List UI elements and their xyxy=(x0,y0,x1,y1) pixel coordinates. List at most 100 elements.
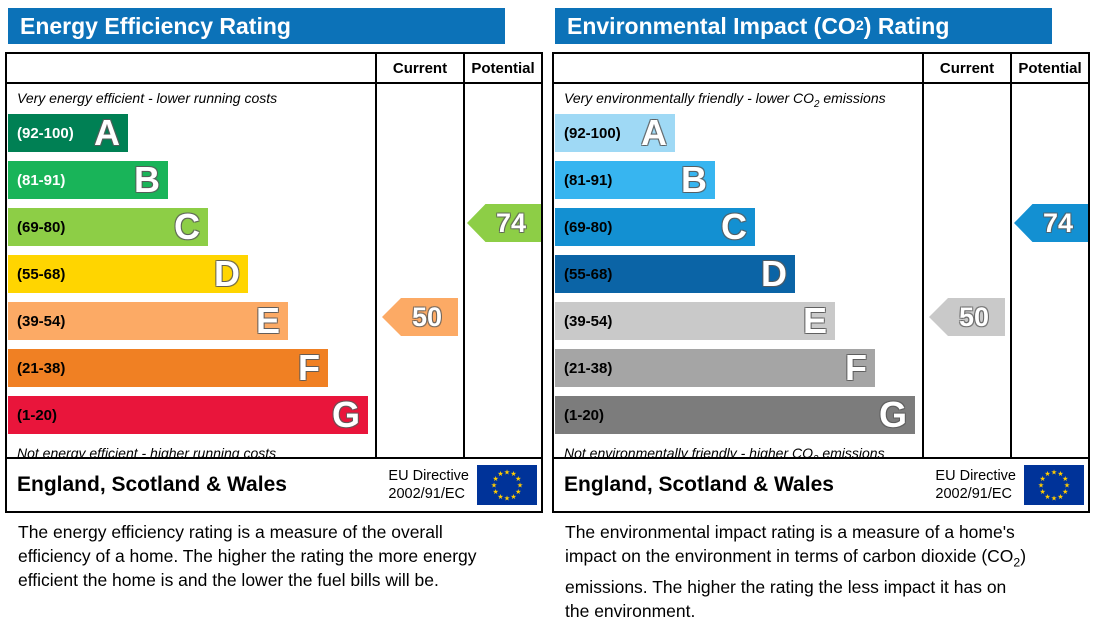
band-letter: F xyxy=(845,347,867,388)
caption-top: Very environmentally friendly - lower CO… xyxy=(555,88,922,110)
eu-directive-label: EU Directive 2002/91/EC xyxy=(388,467,469,503)
potential-value-column: 74 xyxy=(1010,84,1088,457)
svg-text:★: ★ xyxy=(1040,475,1046,483)
band-range: (1-20) xyxy=(17,406,58,424)
band-range: (21-38) xyxy=(564,359,613,377)
svg-text:★: ★ xyxy=(510,493,516,501)
band-letter: A xyxy=(94,112,120,153)
svg-text:★: ★ xyxy=(1040,488,1046,496)
svg-text:★: ★ xyxy=(1064,482,1070,490)
current-value-column: 50 xyxy=(922,84,1010,457)
bands-column: Very energy efficient - lower running co… xyxy=(7,84,375,457)
region-label: England, Scotland & Wales xyxy=(564,473,834,496)
svg-text:★: ★ xyxy=(517,482,523,490)
eu-directive-line2: 2002/91/EC xyxy=(935,486,1013,502)
svg-text:★: ★ xyxy=(1062,475,1068,483)
band-d: (55-68) D xyxy=(555,255,795,293)
caption-top-subscript: 2 xyxy=(814,98,820,110)
caption-bottom: Not energy efficient - higher running co… xyxy=(8,443,375,457)
caption-top: Very energy efficient - lower running co… xyxy=(8,88,375,110)
band-letter: F xyxy=(298,347,320,388)
band-f: (21-38) F xyxy=(555,349,875,387)
description-text: The environmental impact rating is a mea… xyxy=(565,522,1015,566)
svg-text:★: ★ xyxy=(504,469,510,477)
band-e: (39-54) E xyxy=(8,302,288,340)
band-letter: B xyxy=(134,159,160,200)
region-label: England, Scotland & Wales xyxy=(17,473,287,496)
caption-bottom-text-end: emissions xyxy=(818,445,885,457)
potential-column-header: Potential xyxy=(463,54,541,82)
band-letter: C xyxy=(174,206,200,247)
eu-flag-icon: ★ ★★ ★★★ ★★★ ★★★ xyxy=(477,465,537,505)
band-f: (21-38) F xyxy=(8,349,328,387)
bands-column: Very environmentally friendly - lower CO… xyxy=(554,84,922,457)
svg-text:★: ★ xyxy=(1062,488,1068,496)
band-letter: D xyxy=(761,253,787,294)
eu-directive-line2: 2002/91/EC xyxy=(388,486,466,502)
current-rating-value: 50 xyxy=(958,301,990,332)
band-range: (81-91) xyxy=(564,171,613,189)
band-b: (81-91) B xyxy=(555,161,715,199)
eu-flag-icon: ★ ★★ ★★★ ★★★ ★★★ xyxy=(1024,465,1084,505)
bands-area: Very environmentally friendly - lower CO… xyxy=(554,84,1088,457)
title-text-end: ) Rating xyxy=(863,12,950,39)
potential-rating-arrow: 74 xyxy=(467,204,541,242)
band-b: (81-91) B xyxy=(8,161,168,199)
band-c: (69-80) C xyxy=(8,208,208,246)
column-header-row: Current Potential xyxy=(7,54,541,84)
svg-text:★: ★ xyxy=(510,470,516,478)
chart-footer: England, Scotland & Wales EU Directive 2… xyxy=(554,457,1088,511)
column-header-row: Current Potential xyxy=(554,54,1088,84)
band-range: (81-91) xyxy=(17,171,66,189)
band-letter: B xyxy=(681,159,707,200)
svg-text:★: ★ xyxy=(491,482,497,490)
caption-bottom: Not environmentally friendly - higher CO… xyxy=(555,443,922,457)
potential-rating-value: 74 xyxy=(1042,207,1074,238)
potential-column-header: Potential xyxy=(1010,54,1088,82)
caption-bottom-subscript: 2 xyxy=(813,454,818,457)
svg-text:★: ★ xyxy=(515,475,521,483)
band-letter: E xyxy=(802,300,827,341)
svg-text:★: ★ xyxy=(1051,495,1057,503)
environmental-impact-chart: Environmental Impact (CO 2) Rating Curren… xyxy=(552,8,1090,621)
eu-directive-label: EU Directive 2002/91/EC xyxy=(935,467,1016,503)
band-range: (21-38) xyxy=(17,359,66,377)
svg-text:★: ★ xyxy=(1057,470,1063,478)
title-subscript: 2 xyxy=(855,18,864,34)
energy-chart-title: Energy Efficiency Rating xyxy=(8,8,505,44)
svg-text:★: ★ xyxy=(493,488,499,496)
caption-top-text: Very energy efficient - lower running co… xyxy=(17,90,278,106)
current-column-header: Current xyxy=(922,54,1010,82)
description-text: The energy efficiency rating is a measur… xyxy=(18,522,477,590)
header-spacer xyxy=(554,54,922,82)
band-c: (69-80) C xyxy=(555,208,755,246)
band-letter: G xyxy=(331,394,360,435)
band-letter: E xyxy=(255,300,280,341)
potential-value-column: 74 xyxy=(463,84,541,457)
current-column-header: Current xyxy=(375,54,463,82)
svg-text:★: ★ xyxy=(1051,469,1057,477)
energy-chart-table: Current Potential Very energy efficient … xyxy=(5,52,543,513)
current-rating-arrow: 50 xyxy=(382,298,458,336)
caption-bottom-text: Not environmentally friendly - higher CO xyxy=(564,445,813,457)
svg-text:★: ★ xyxy=(1044,470,1050,478)
band-range: (92-100) xyxy=(17,124,74,142)
description-subscript: 2 xyxy=(1013,555,1021,570)
band-range: (55-68) xyxy=(17,265,66,283)
band-range: (39-54) xyxy=(564,312,613,330)
header-spacer xyxy=(7,54,375,82)
caption-bottom-text: Not energy efficient - higher running co… xyxy=(17,445,277,457)
environmental-chart-title: Environmental Impact (CO 2) Rating xyxy=(555,8,1052,44)
band-g: (1-20) G xyxy=(555,396,915,434)
title-text: Energy Efficiency Rating xyxy=(20,12,291,39)
energy-efficiency-chart: Energy Efficiency Rating Current Potenti… xyxy=(5,8,543,616)
bands-area: Very energy efficient - lower running co… xyxy=(7,84,541,457)
potential-rating-arrow: 74 xyxy=(1014,204,1088,242)
svg-text:★: ★ xyxy=(1038,482,1044,490)
band-range: (69-80) xyxy=(564,218,613,236)
band-letter: A xyxy=(641,112,667,153)
svg-text:★: ★ xyxy=(493,475,499,483)
current-rating-value: 50 xyxy=(411,301,443,332)
eu-directive-line1: EU Directive xyxy=(388,467,469,484)
